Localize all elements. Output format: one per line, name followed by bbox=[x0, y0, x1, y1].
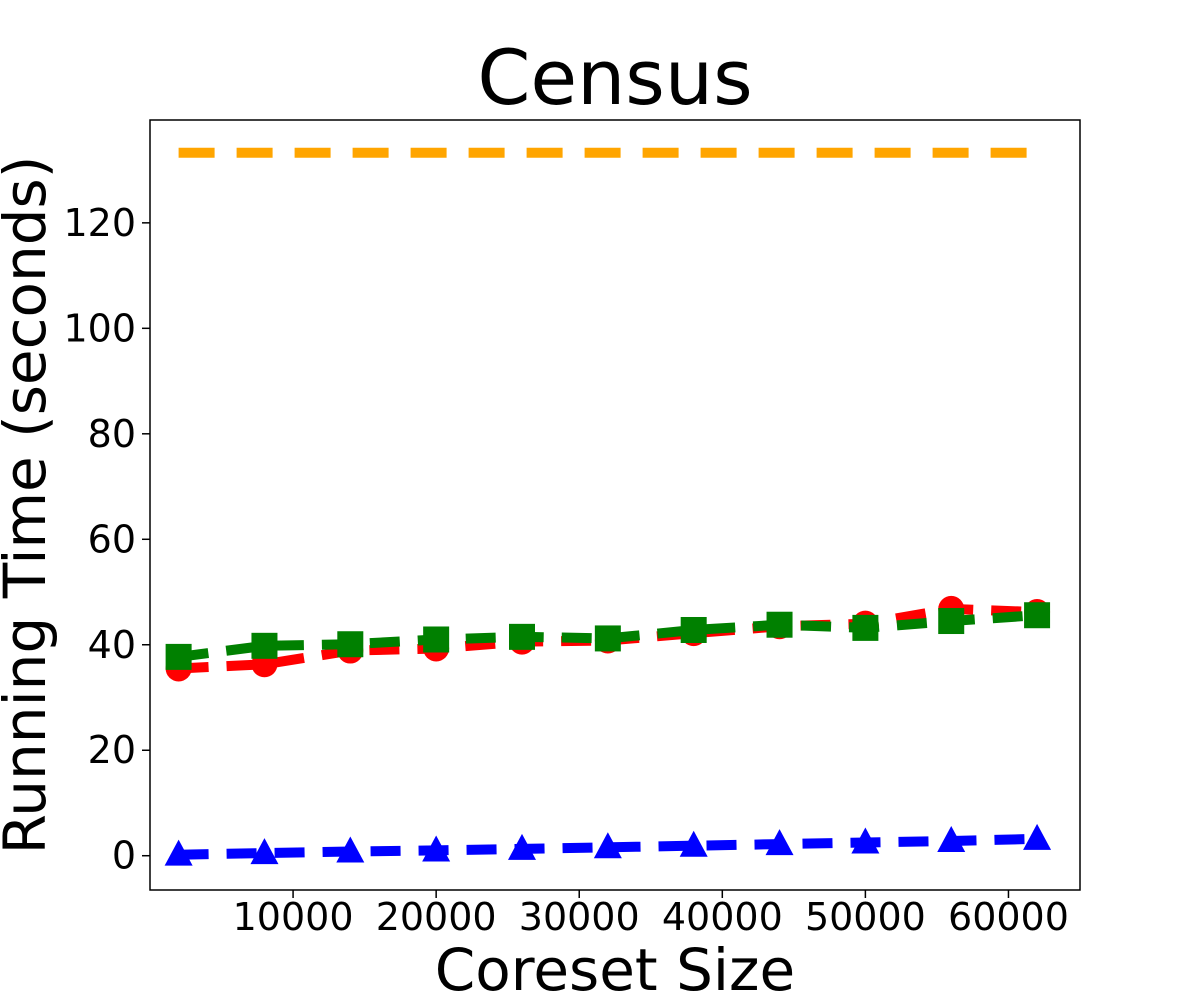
y-tick-label: 120 bbox=[63, 201, 136, 245]
data-point bbox=[1024, 602, 1051, 629]
y-tick-label: 20 bbox=[88, 728, 136, 772]
data-point bbox=[508, 833, 536, 860]
y-tick-label: 80 bbox=[88, 412, 136, 456]
x-axis-label: Coreset Size bbox=[435, 936, 795, 1000]
data-point bbox=[680, 616, 707, 643]
plot-frame bbox=[149, 119, 1081, 891]
x-tick-label: 60000 bbox=[948, 895, 1069, 939]
series-4 bbox=[164, 823, 1052, 866]
x-axis: 10000 20000 30000 40000 50000 60000 bbox=[233, 890, 1069, 939]
y-tick-label: 100 bbox=[63, 306, 136, 350]
data-point bbox=[766, 611, 793, 638]
y-tick-label: 40 bbox=[88, 623, 136, 667]
data-point bbox=[594, 625, 621, 652]
x-tick-label: 50000 bbox=[805, 895, 926, 939]
chart-title: Census bbox=[477, 33, 752, 122]
data-point bbox=[851, 827, 880, 854]
y-tick-label: 60 bbox=[88, 517, 136, 561]
plot-area bbox=[164, 147, 1052, 866]
data-point bbox=[165, 643, 192, 670]
data-point bbox=[251, 632, 278, 659]
x-tick-label: 10000 bbox=[233, 895, 354, 939]
data-point bbox=[679, 830, 708, 857]
y-tick-label: 0 bbox=[112, 834, 136, 878]
data-point bbox=[765, 829, 794, 856]
data-point bbox=[164, 839, 193, 866]
data-point bbox=[509, 623, 535, 650]
data-point bbox=[250, 838, 279, 865]
x-tick-label: 20000 bbox=[376, 895, 497, 939]
y-axis-label: Running Time (seconds) bbox=[0, 156, 59, 855]
data-point bbox=[337, 631, 364, 658]
data-point bbox=[938, 608, 965, 635]
y-axis: 0 20 40 60 80 100 120 bbox=[63, 201, 150, 878]
series-3 bbox=[165, 602, 1051, 670]
x-tick-label: 30000 bbox=[519, 895, 640, 939]
data-point bbox=[422, 835, 451, 862]
data-point bbox=[852, 614, 879, 641]
x-tick-label: 40000 bbox=[662, 895, 783, 939]
data-point bbox=[593, 832, 622, 859]
data-point bbox=[336, 836, 365, 863]
data-point bbox=[1023, 823, 1052, 850]
data-point bbox=[937, 825, 966, 852]
data-point bbox=[423, 626, 450, 653]
